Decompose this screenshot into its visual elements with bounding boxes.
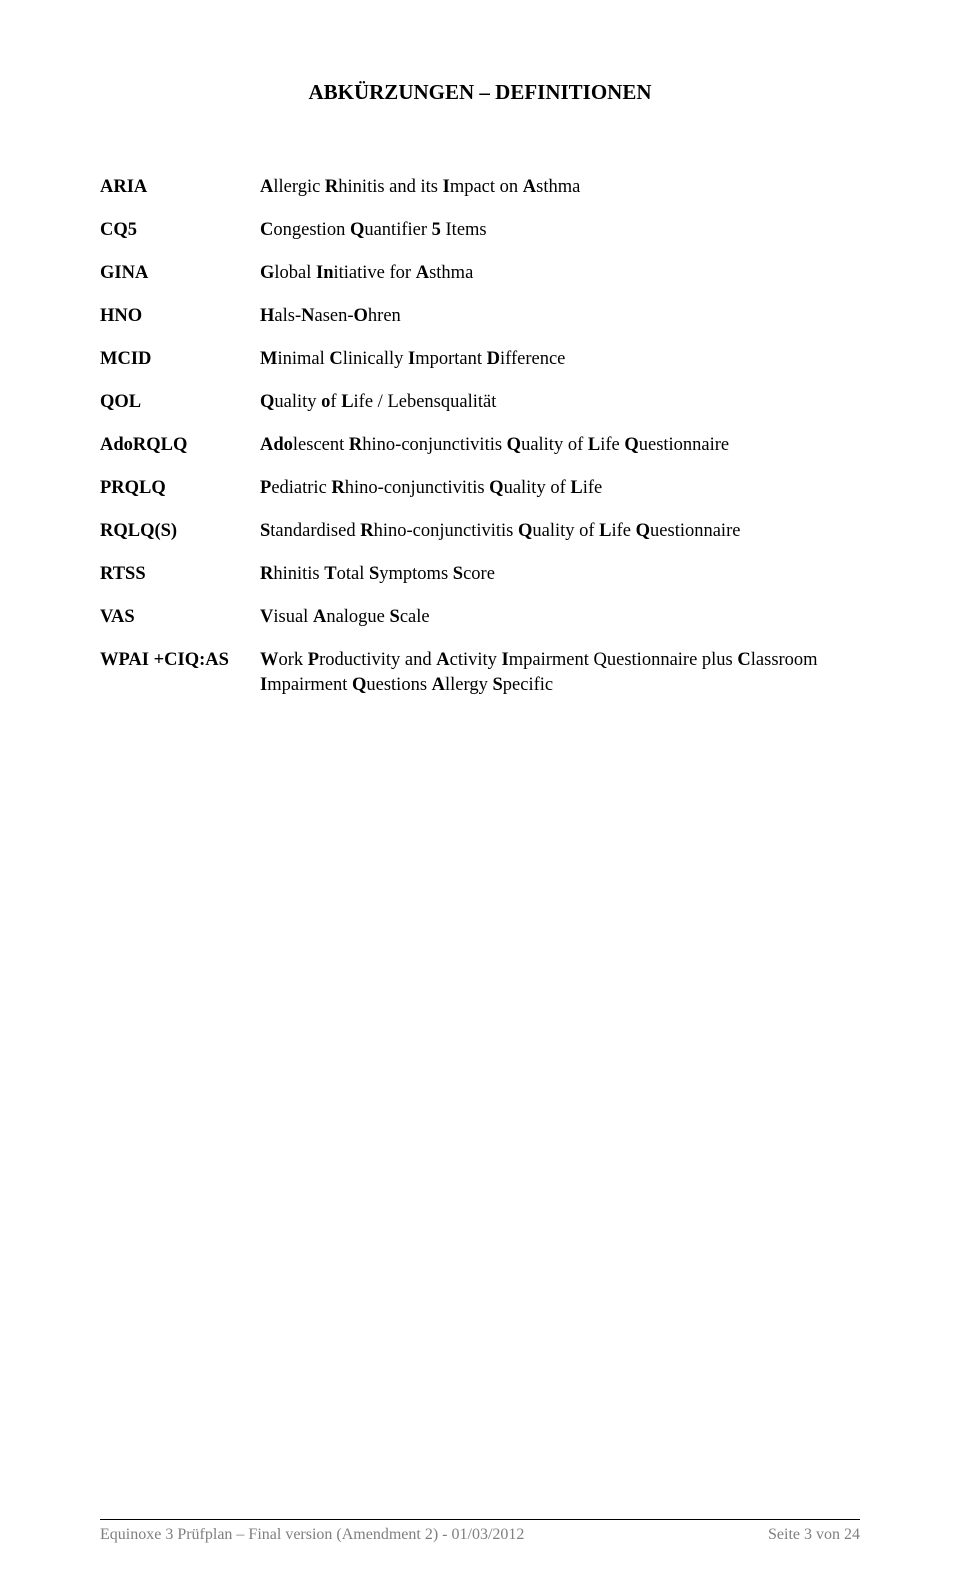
page-title: ABKÜRZUNGEN – DEFINITIONEN <box>100 80 860 105</box>
abbr-cell: ARIA <box>100 175 260 218</box>
footer-text: Equinoxe 3 Prüfplan – Final version (Ame… <box>100 1526 860 1544</box>
footer-right: Seite 3 von 24 <box>768 1526 860 1544</box>
table-row: GINAGlobal Initiative for Asthma <box>100 261 860 304</box>
table-row: AdoRQLQAdolescent Rhino-conjunctivitis Q… <box>100 433 860 476</box>
definition-cell: Allergic Rhinitis and its Impact on Asth… <box>260 175 860 218</box>
definition-cell: Quality of Life / Lebensqualität <box>260 390 860 433</box>
page-footer: Equinoxe 3 Prüfplan – Final version (Ame… <box>100 1519 860 1544</box>
definition-cell: Work Productivity and Activity Impairmen… <box>260 648 860 716</box>
definitions-tbody: ARIAAllergic Rhinitis and its Impact on … <box>100 175 860 716</box>
table-row: WPAI +CIQ:ASWork Productivity and Activi… <box>100 648 860 716</box>
definitions-table: ARIAAllergic Rhinitis and its Impact on … <box>100 175 860 716</box>
definition-cell: Minimal Clinically Important Difference <box>260 347 860 390</box>
table-row: QOLQuality of Life / Lebensqualität <box>100 390 860 433</box>
abbr-cell: VAS <box>100 605 260 648</box>
definition-cell: Global Initiative for Asthma <box>260 261 860 304</box>
definition-cell: Pediatric Rhino-conjunctivitis Quality o… <box>260 476 860 519</box>
table-row: PRQLQPediatric Rhino-conjunctivitis Qual… <box>100 476 860 519</box>
abbr-cell: RQLQ(S) <box>100 519 260 562</box>
footer-rule <box>100 1519 860 1520</box>
definition-cell: Congestion Quantifier 5 Items <box>260 218 860 261</box>
definition-cell: Hals-Nasen-Ohren <box>260 304 860 347</box>
table-row: HNOHals-Nasen-Ohren <box>100 304 860 347</box>
table-row: VASVisual Analogue Scale <box>100 605 860 648</box>
table-row: MCIDMinimal Clinically Important Differe… <box>100 347 860 390</box>
definition-cell: Rhinitis Total Symptoms Score <box>260 562 860 605</box>
abbr-cell: PRQLQ <box>100 476 260 519</box>
abbr-cell: WPAI +CIQ:AS <box>100 648 260 716</box>
table-row: RTSSRhinitis Total Symptoms Score <box>100 562 860 605</box>
definition-cell: Standardised Rhino-conjunctivitis Qualit… <box>260 519 860 562</box>
definition-cell: Adolescent Rhino-conjunctivitis Quality … <box>260 433 860 476</box>
definition-cell: Visual Analogue Scale <box>260 605 860 648</box>
table-row: ARIAAllergic Rhinitis and its Impact on … <box>100 175 860 218</box>
abbr-cell: MCID <box>100 347 260 390</box>
table-row: RQLQ(S)Standardised Rhino-conjunctivitis… <box>100 519 860 562</box>
footer-left: Equinoxe 3 Prüfplan – Final version (Ame… <box>100 1526 524 1544</box>
abbr-cell: CQ5 <box>100 218 260 261</box>
table-row: CQ5Congestion Quantifier 5 Items <box>100 218 860 261</box>
abbr-cell: GINA <box>100 261 260 304</box>
abbr-cell: HNO <box>100 304 260 347</box>
abbr-cell: QOL <box>100 390 260 433</box>
abbr-cell: AdoRQLQ <box>100 433 260 476</box>
abbr-cell: RTSS <box>100 562 260 605</box>
